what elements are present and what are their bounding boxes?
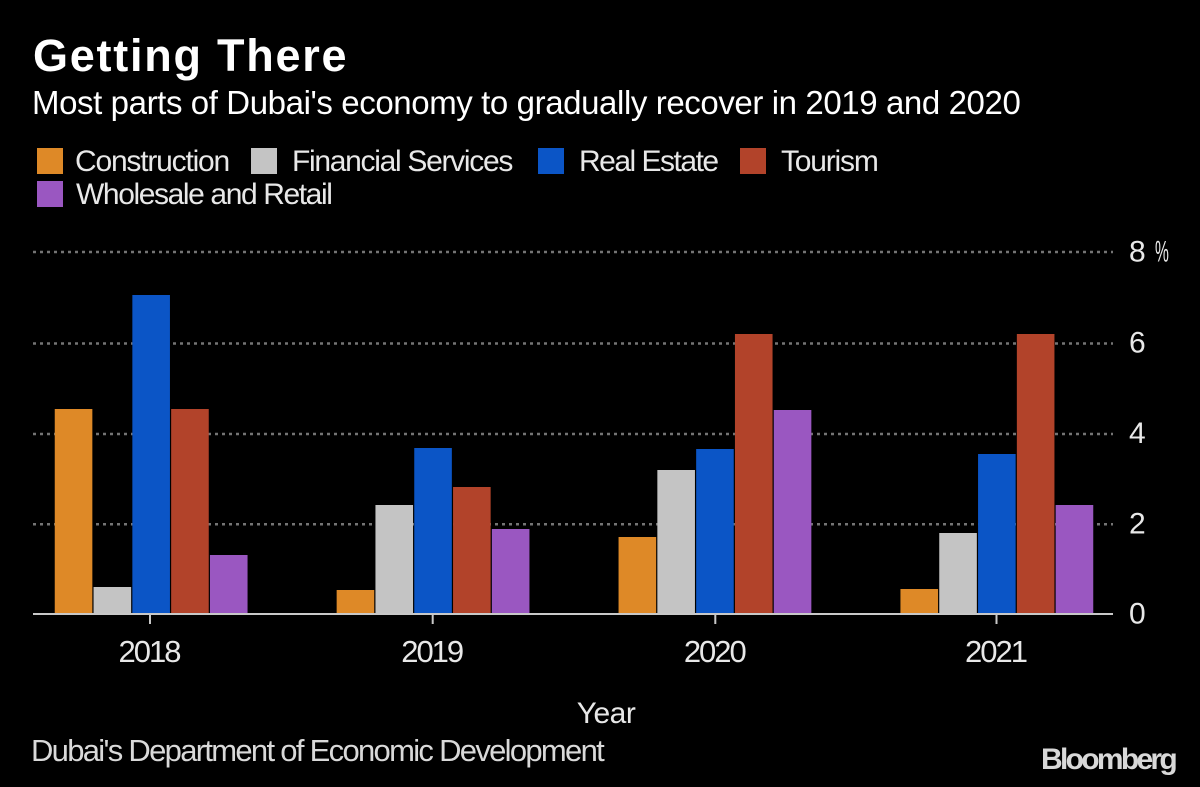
svg-text:4: 4 [1129,417,1146,450]
svg-text:2: 2 [1129,508,1146,541]
svg-text:2020: 2020 [684,634,747,669]
svg-text:8: 8 [1129,236,1146,269]
svg-text:Year: Year [577,697,636,730]
svg-text:2019: 2019 [401,634,463,669]
svg-text:6: 6 [1129,327,1146,360]
svg-text:0: 0 [1129,598,1146,631]
svg-text:2018: 2018 [119,634,181,669]
svg-text:2021: 2021 [965,634,1027,669]
svg-text:%: % [1155,235,1169,269]
